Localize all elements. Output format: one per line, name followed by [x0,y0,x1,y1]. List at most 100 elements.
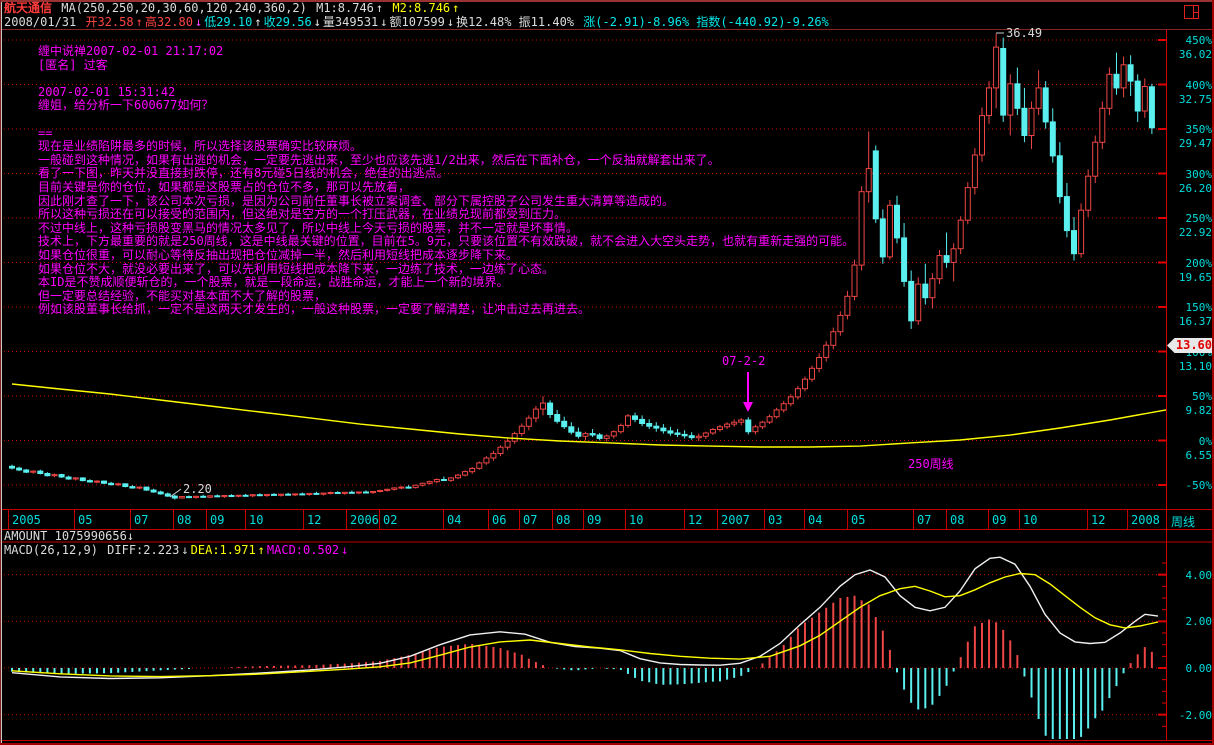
time-axis-tick [847,510,848,530]
macd-axis-label: 0.00 [1185,662,1213,675]
commentary-line: == [38,125,53,140]
time-axis-label: 05 [851,513,866,527]
time-axis-label: 2006 [350,513,379,527]
commentary-line: 目前关键是你的仓位，如果都是这股票占的仓位不多，那可以先放着， [38,180,411,194]
commentary-line: 现在是业绩陷阱最多的时候，所以选择该股票确实比较麻烦。 [38,139,363,154]
macd-field: MACD(26,12,9) [4,543,106,557]
header-field: 开32.58 [85,15,134,29]
time-axis-tick [206,510,207,530]
macd-dea-line [11,572,1159,678]
price-axis-percent-label: 150% [1185,301,1213,314]
header-field: 换12.48% 振11.40% [456,15,582,29]
period-label: 周线 [1171,515,1196,529]
time-axis-tick [303,510,304,530]
time-axis-label: 2005 [12,513,41,527]
time-axis-label: 12 [688,513,703,527]
macd-field: ↓ [341,543,349,557]
price-axis-price-label: 6.55 [1185,448,1213,462]
window-border-left-highlight [1,2,2,743]
price-axis-price-label: 9.82 [1185,404,1213,417]
current-price-tag: 13.60 [1167,338,1214,353]
commentary-line: 缠姐，给分析一下600677如何？ [38,98,214,113]
time-axis-label: 04 [447,513,462,527]
macd-axis-label: -2.00 [1178,708,1212,722]
time-axis-tick [379,510,380,530]
ma250-line [11,383,1167,448]
price-axis-price-label: 36.02 [1178,48,1212,61]
price-axis-percent-label: 200% [1185,256,1213,270]
price-axis-percent-label: 400% [1185,78,1213,92]
header-line1: 航天通信 MA(250,250,20,30,60,120,240,360,2) … [4,2,461,15]
time-axis-label: 03 [768,513,783,527]
header-field: ↑ [375,1,391,15]
amount-value: 1075990656 [54,529,127,543]
frame-lines [0,29,1214,741]
macd-field: DIFF:2.223 [107,543,180,557]
header-field: ↓ [380,15,388,29]
commentary-line: 不过中线上，这种亏损股变黑马的情况太多见了，所以中线上今天亏损的股票，并不一定就… [38,220,579,235]
commentary-line: [匿名] 过客 [38,57,108,72]
header-field: 涨(-2.91)-8.96% 指数(-440.92)-9.26% [583,15,829,29]
price-axis-price-label: 26.20 [1178,181,1212,195]
commentary-line: 本ID是不赞成顺便斩仓的，一个股票，就是一段命运，战胜命运，才能上一个新的境界。 [38,275,509,290]
window-icon-bar [1193,12,1198,13]
commentary-line: 技术上，下方最重要的就是250周线，这是中线最关键的位置，目前在5。9元，只要该… [38,234,855,249]
time-axis-tick [245,510,246,530]
commentary-line: 但一定要总结经验，不能买对基本面不大了解的股票， [38,288,327,303]
header-field: M2:8.746 [392,1,451,15]
amount-arrow: ↓ [126,529,135,543]
time-axis-label: 06 [492,513,507,527]
header-field: ↑ [254,15,262,29]
time-axis-tick [583,510,584,530]
commentary-line: 缠中说禅2007-02-01 21:17:02 [38,44,224,58]
macd-field: MACD:0.502 [266,543,340,557]
macd-label-row: MACD(26,12,9) DIFF:2.223 ↓ DEA:1.971 ↑ MACD:… [4,544,350,557]
commentary-line: 所以这种亏损还在可以接受的范围内，但这绝对是空方的一个打压武器，在业绩兑现前都受… [38,207,567,222]
time-axis-tick [488,510,489,530]
time-axis-label: 08 [950,513,965,527]
time-axis-tick [552,510,553,530]
time-axis-tick [519,510,520,530]
time-axis-tick [684,510,685,530]
commentary-line: 如果仓位很重，可以耐心等待反抽出现把仓位减掉一半，然后利用短线把成本逐步降下来。 [38,248,519,262]
time-axis-label: 09 [587,513,602,527]
commentary-line: 一般碰到这种情况，如果有出逃的机会，一定要先逃出来，至少也应该先逃1/2出来，然… [38,152,720,167]
time-axis-tick [443,510,444,530]
macd-axis-label: 2.00 [1185,615,1213,629]
header-field: 2008/01/31 [4,15,84,29]
event-date-annotation: 07-2-2 [722,354,766,368]
time-axis-label: 10 [249,513,264,527]
header-field: ↑ [135,15,143,29]
commentary-line: 如果仓位不大，就没必要出来了，可以先利用短线把成本降下来，一边练了技术，一边练了… [38,261,555,276]
amount-row: AMOUNT 1075990656↓ [4,530,134,543]
price-axis-price-label: 16.37 [1178,315,1212,328]
header-field: ↓ [313,15,321,29]
time-axis-label: 02 [383,513,398,527]
price-axis-percent-label: -50% [1185,479,1213,492]
time-axis-tick [1019,510,1020,530]
price-axis-price-label: 32.75 [1178,92,1212,106]
window-icon[interactable] [1184,5,1199,19]
price-grid [0,39,1166,486]
time-axis-tick [625,510,626,530]
time-axis-label: 2008 [1131,513,1160,527]
price-axis-percent-label: 50% [1192,390,1212,403]
commentary-line: 例如该股董事长给抓，一定不是这两天才发生的，一般这种股票，一定要了解清楚，让冲击… [38,302,591,317]
annotation-marks [169,32,1004,498]
macd-histogram [11,595,1153,739]
amount-label: AMOUNT [4,529,48,543]
commentary-line: 2007-02-01 15:31:42 [38,84,176,99]
price-axis-percent-label: 300% [1185,167,1213,181]
time-axis-tick [74,510,75,530]
peak-price-annotation: 36.49 [1006,26,1043,40]
macd-field: DEA:1.971 [190,543,256,557]
time-axis-label: 12 [307,513,322,527]
header-field: 高32.80 [144,15,193,29]
macd-field: ↓ [181,543,189,557]
header-field: ↓ [446,15,455,29]
price-axis-price-label: 13.10 [1178,359,1212,373]
low-price-annotation: 2.20 [183,482,212,496]
time-axis-tick [717,510,718,530]
time-axis-tick [988,510,989,530]
